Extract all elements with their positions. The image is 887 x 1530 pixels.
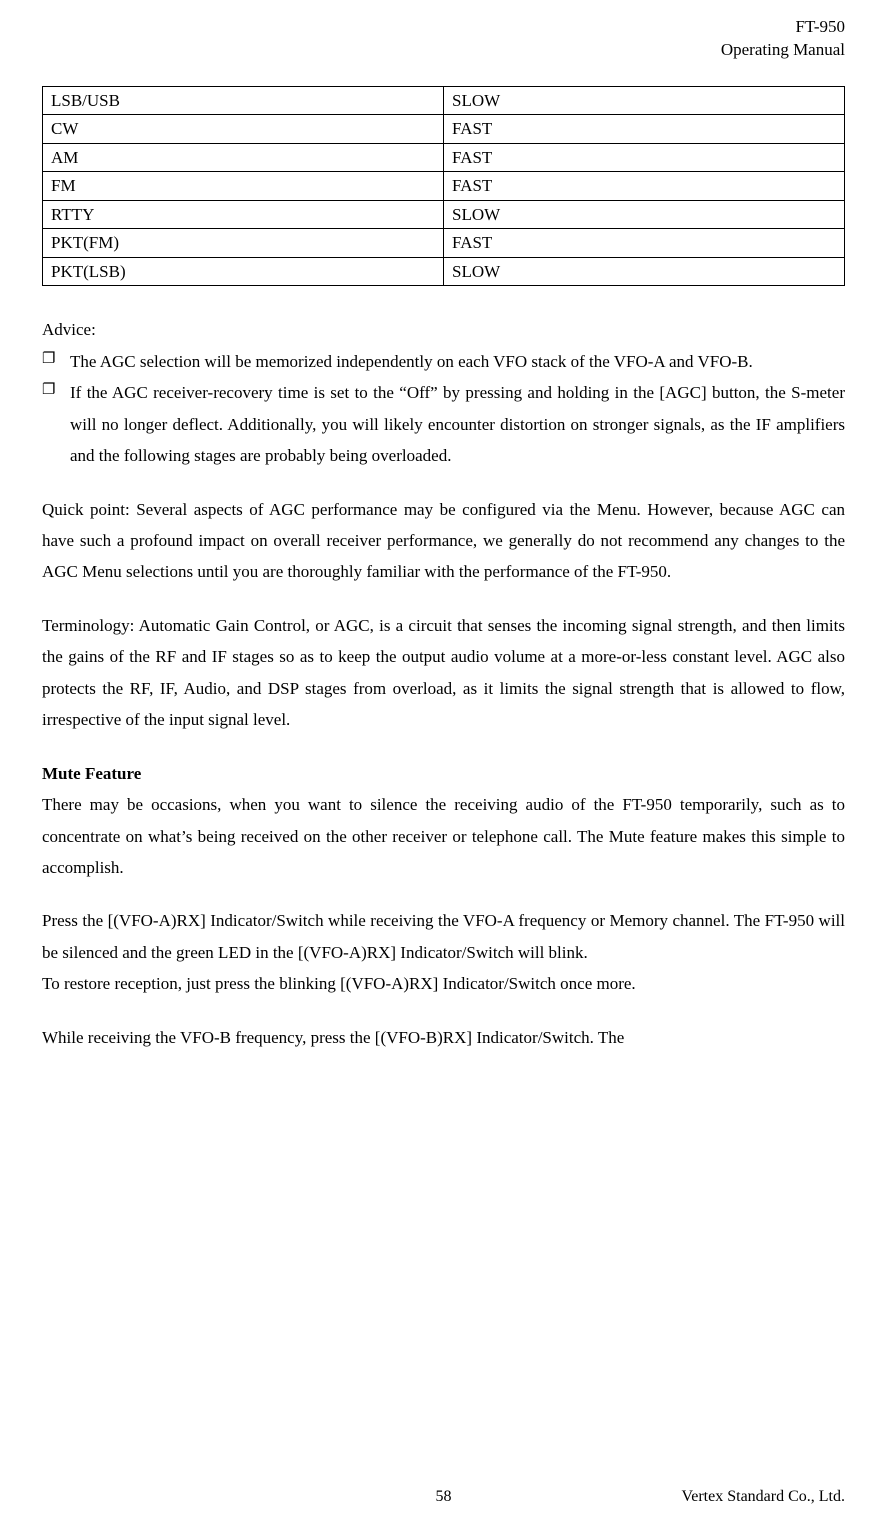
table-row: PKT(FM) FAST bbox=[43, 229, 845, 258]
table-cell: PKT(LSB) bbox=[43, 257, 444, 286]
table-cell: LSB/USB bbox=[43, 86, 444, 115]
terminology-para: Terminology: Automatic Gain Control, or … bbox=[42, 610, 845, 736]
table-cell: CW bbox=[43, 115, 444, 144]
table-cell: FAST bbox=[444, 115, 845, 144]
mute-press-a-para: Press the [(VFO-A)RX] Indicator/Switch w… bbox=[42, 905, 845, 968]
table-row: FM FAST bbox=[43, 172, 845, 201]
table-cell: PKT(FM) bbox=[43, 229, 444, 258]
table-row: LSB/USB SLOW bbox=[43, 86, 845, 115]
mute-restore-para: To restore reception, just press the bli… bbox=[42, 968, 845, 999]
table-cell: SLOW bbox=[444, 200, 845, 229]
page-header: FT-950 Operating Manual bbox=[42, 0, 845, 62]
page-content: LSB/USB SLOW CW FAST AM FAST FM FAST RTT… bbox=[42, 62, 845, 1053]
mute-intro-para: There may be occasions, when you want to… bbox=[42, 789, 845, 883]
mute-press-b-para: While receiving the VFO-B frequency, pre… bbox=[42, 1022, 845, 1053]
advice-item: If the AGC receiver-recovery time is set… bbox=[70, 377, 845, 471]
table-cell: FAST bbox=[444, 229, 845, 258]
table-row: RTTY SLOW bbox=[43, 200, 845, 229]
table-cell: SLOW bbox=[444, 257, 845, 286]
table-row: CW FAST bbox=[43, 115, 845, 144]
page-footer: 58 Vertex Standard Co., Ltd. bbox=[42, 1482, 845, 1512]
mute-heading: Mute Feature bbox=[42, 758, 845, 789]
table-cell: FAST bbox=[444, 172, 845, 201]
advice-list: The AGC selection will be memorized inde… bbox=[42, 346, 845, 472]
table-cell: RTTY bbox=[43, 200, 444, 229]
advice-item: The AGC selection will be memorized inde… bbox=[70, 346, 845, 377]
advice-label: Advice: bbox=[42, 314, 845, 345]
quick-point-para: Quick point: Several aspects of AGC perf… bbox=[42, 494, 845, 588]
table-row: PKT(LSB) SLOW bbox=[43, 257, 845, 286]
footer-company: Vertex Standard Co., Ltd. bbox=[681, 1482, 845, 1512]
agc-mode-table: LSB/USB SLOW CW FAST AM FAST FM FAST RTT… bbox=[42, 86, 845, 287]
header-model: FT-950 bbox=[42, 16, 845, 39]
table-row: AM FAST bbox=[43, 143, 845, 172]
table-cell: SLOW bbox=[444, 86, 845, 115]
table-cell: FM bbox=[43, 172, 444, 201]
agc-table-body: LSB/USB SLOW CW FAST AM FAST FM FAST RTT… bbox=[43, 86, 845, 286]
table-cell: FAST bbox=[444, 143, 845, 172]
table-cell: AM bbox=[43, 143, 444, 172]
header-doctype: Operating Manual bbox=[42, 39, 845, 62]
